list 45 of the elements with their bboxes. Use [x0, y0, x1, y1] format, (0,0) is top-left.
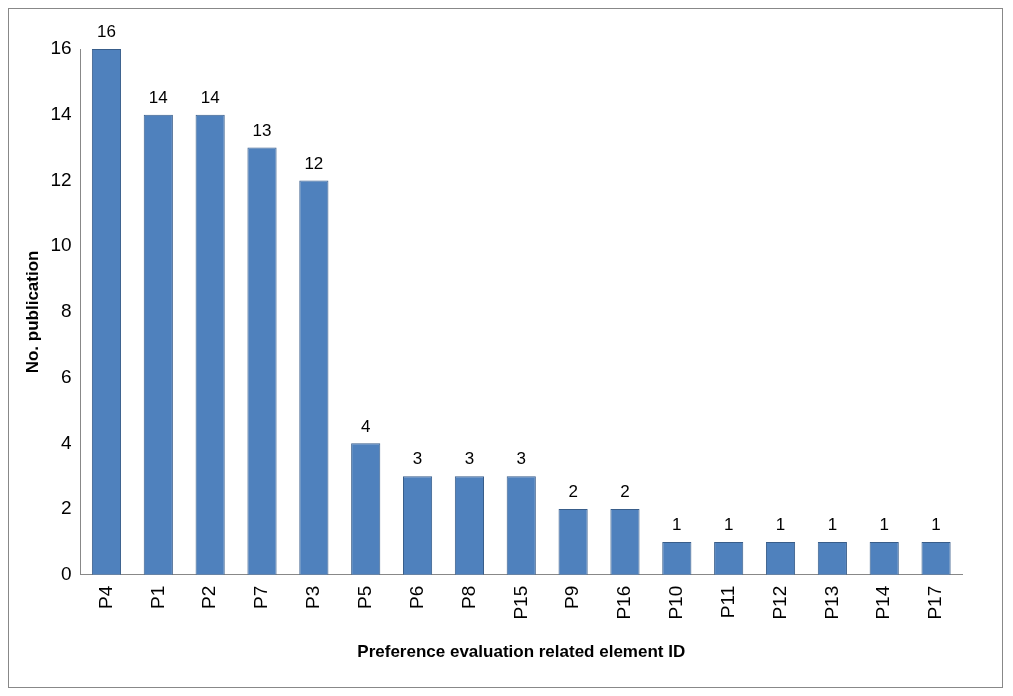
x-tick-label: P5	[353, 585, 375, 610]
data-label: 2	[620, 482, 630, 502]
y-tick-label: 0	[60, 563, 72, 585]
y-tick-label: 8	[60, 300, 72, 322]
data-label: 1	[775, 515, 786, 535]
x-tick-label: P15	[509, 585, 531, 620]
y-tick-label: 6	[60, 365, 72, 387]
x-tick-label: P11	[716, 585, 738, 619]
y-tick-label: 16	[50, 37, 72, 59]
y-tick-label: 14	[50, 102, 72, 124]
data-label: 1	[879, 515, 889, 535]
data-label: 3	[464, 449, 475, 469]
x-tick-label: P9	[561, 585, 583, 610]
x-tick-label: P12	[768, 585, 790, 620]
x-tick-label: P7	[250, 585, 272, 610]
data-label: 1	[723, 515, 734, 535]
x-tick-label: P10	[665, 585, 687, 620]
x-tick-label: P1	[146, 585, 168, 610]
data-label: 3	[412, 449, 423, 469]
y-tick-label: 10	[50, 234, 72, 256]
data-label: 4	[360, 416, 371, 436]
x-tick-label: P16	[613, 585, 635, 620]
x-tick-label: P14	[872, 585, 894, 620]
data-label: 14	[200, 87, 220, 107]
x-tick-label: P17	[924, 585, 946, 620]
x-tick-label: P2	[198, 585, 220, 610]
y-tick-label: 4	[60, 431, 72, 453]
x-tick-label: P8	[457, 585, 479, 610]
data-label: 1	[931, 515, 941, 535]
data-label: 12	[304, 153, 324, 173]
x-tick-label: P6	[405, 585, 427, 610]
data-label: 2	[568, 482, 578, 502]
x-axis-title: Preference evaluation related element ID	[357, 642, 686, 662]
data-label: 3	[516, 449, 526, 469]
data-label: 1	[827, 515, 838, 535]
x-tick-label: P3	[302, 585, 324, 610]
y-axis-title: No. publication	[22, 250, 42, 374]
data-label: 16	[97, 22, 116, 42]
data-label: 1	[672, 515, 682, 535]
data-label: 14	[148, 87, 168, 107]
y-tick-label: 2	[60, 497, 72, 519]
data-label: 13	[252, 120, 272, 140]
x-tick-label: P4	[94, 585, 116, 610]
x-tick-label: P13	[820, 585, 842, 620]
y-tick-label: 12	[50, 168, 72, 190]
